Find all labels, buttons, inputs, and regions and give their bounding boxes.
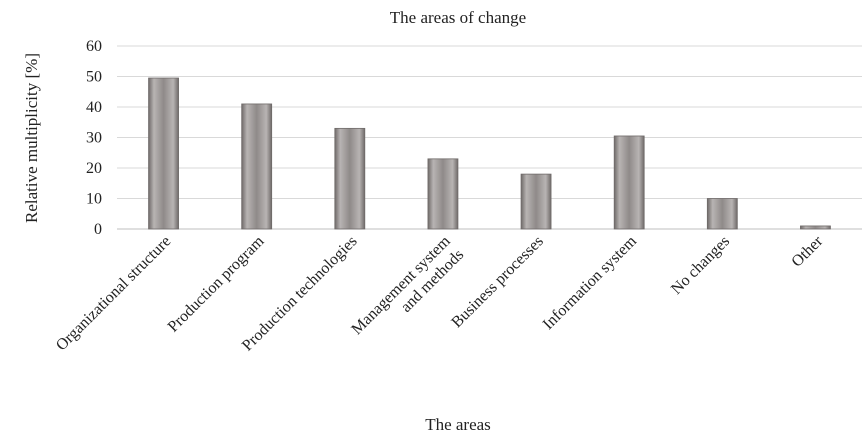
bar — [241, 103, 273, 230]
x-tick-label: Production program — [165, 232, 268, 335]
x-axis-label: The areas — [425, 415, 491, 434]
bar — [613, 135, 645, 230]
y-tick-label: 0 — [94, 221, 102, 238]
bar — [706, 198, 738, 230]
y-tick-label: 40 — [86, 99, 102, 116]
bar — [800, 225, 831, 230]
x-tick-label: Management systemand methods — [348, 232, 467, 351]
bar — [520, 173, 552, 230]
x-tick-label: Other — [788, 232, 826, 270]
x-tick-label: Business processes — [448, 233, 546, 331]
bar — [427, 158, 459, 230]
x-tick-label: Organizational structure — [53, 233, 174, 354]
y-tick-label: 60 — [86, 38, 102, 55]
y-axis-label: Relative multiplicity [%] — [22, 53, 41, 223]
x-tick-label: No changes — [668, 233, 733, 298]
bar — [148, 77, 179, 230]
y-tick-label: 50 — [86, 69, 102, 86]
bar — [334, 127, 366, 230]
y-tick-label: 30 — [86, 130, 102, 147]
y-tick-label: 20 — [86, 160, 102, 177]
x-tick-label: Information system — [540, 232, 641, 333]
y-tick-label: 10 — [86, 191, 102, 208]
chart-title: The areas of change — [390, 8, 526, 27]
